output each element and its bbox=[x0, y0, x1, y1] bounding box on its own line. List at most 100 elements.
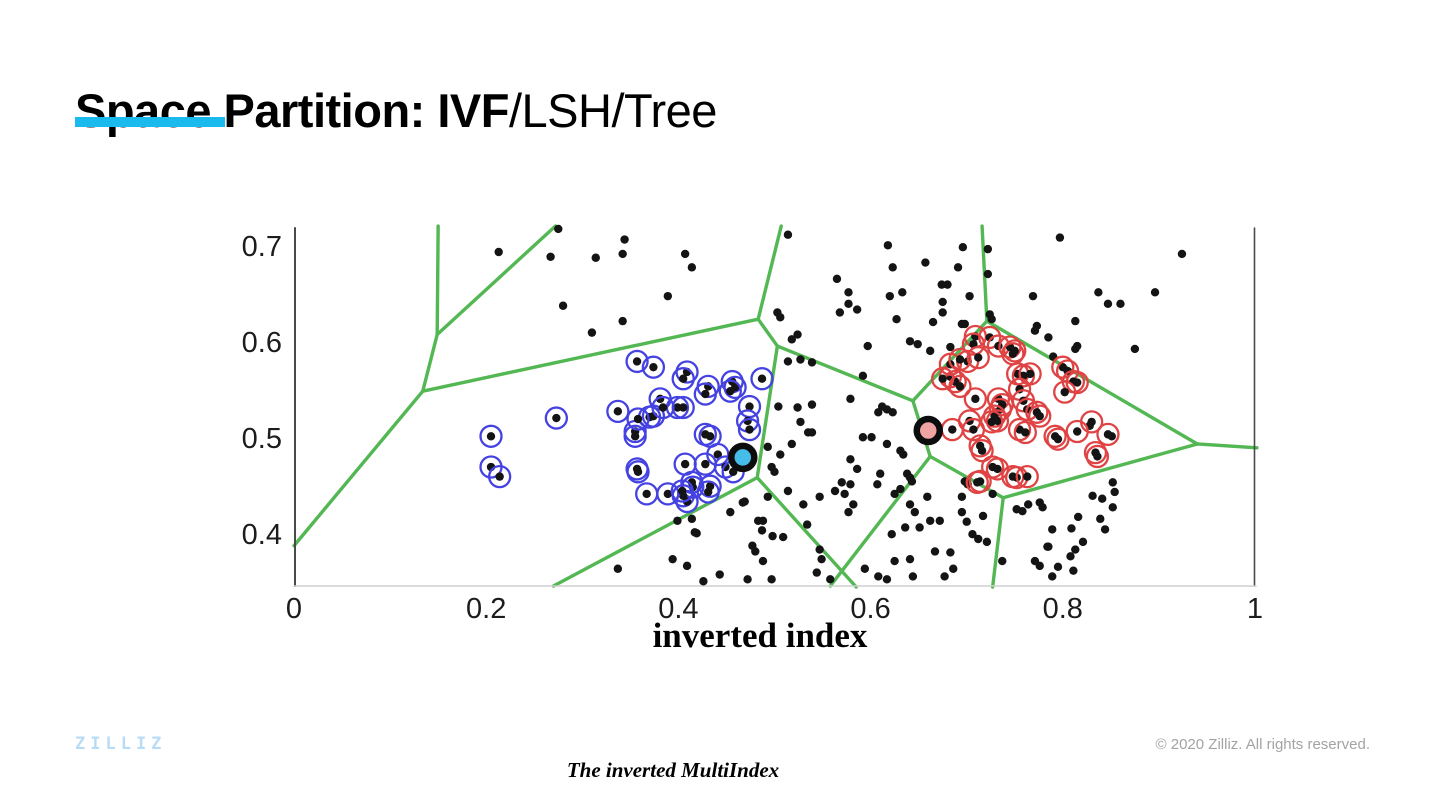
data-point bbox=[1069, 566, 1078, 575]
cluster-b-point bbox=[1060, 387, 1069, 397]
data-point bbox=[885, 291, 895, 301]
x-tick-label: 0.2 bbox=[466, 593, 507, 625]
cluster-a-point bbox=[726, 386, 735, 396]
data-point bbox=[1018, 506, 1027, 516]
cluster-b-ring bbox=[1025, 400, 1049, 424]
voronoi-edge bbox=[990, 496, 1005, 589]
data-point bbox=[873, 480, 882, 489]
figure-caption: The inverted MultiIndex bbox=[566, 758, 780, 782]
data-point bbox=[915, 523, 924, 532]
data-point bbox=[921, 258, 930, 267]
data-point bbox=[778, 532, 788, 542]
data-point bbox=[1044, 333, 1053, 342]
title-accent-bar bbox=[75, 117, 225, 127]
data-point bbox=[757, 526, 767, 535]
data-point bbox=[796, 417, 805, 427]
data-point bbox=[925, 346, 935, 356]
data-point bbox=[844, 288, 853, 297]
data-point bbox=[988, 489, 997, 499]
data-point bbox=[812, 568, 821, 577]
x-tick-label: 0.8 bbox=[1042, 593, 1083, 625]
cluster-a-ring bbox=[625, 349, 649, 374]
cluster-a-point bbox=[713, 450, 723, 459]
data-point bbox=[774, 402, 783, 411]
data-point bbox=[1053, 562, 1063, 572]
data-point bbox=[978, 511, 988, 521]
data-point bbox=[957, 492, 967, 501]
voronoi-edge bbox=[551, 475, 759, 588]
data-point bbox=[835, 308, 845, 317]
cluster-a-point bbox=[703, 487, 713, 497]
y-tick-label: 0.5 bbox=[241, 423, 282, 456]
cluster-a-ring bbox=[626, 460, 650, 484]
centroid-a bbox=[728, 442, 758, 473]
data-point bbox=[953, 263, 963, 272]
data-point bbox=[663, 291, 673, 301]
data-point bbox=[905, 500, 915, 509]
cluster-b-point bbox=[971, 394, 980, 404]
data-point bbox=[908, 572, 918, 581]
data-point bbox=[753, 516, 763, 525]
cluster-a-point bbox=[745, 425, 754, 434]
cluster-b-ring bbox=[1013, 420, 1037, 445]
data-point bbox=[858, 433, 868, 442]
cluster-b-ring bbox=[965, 470, 989, 495]
voronoi-edge bbox=[985, 319, 1200, 446]
cluster-a-point bbox=[633, 414, 643, 424]
voronoi-edge bbox=[292, 389, 425, 548]
cluster-b-point bbox=[1035, 411, 1044, 421]
voronoi-edge bbox=[421, 317, 760, 393]
data-point bbox=[844, 507, 853, 517]
cluster-b-point bbox=[1103, 430, 1113, 439]
cluster-a-point bbox=[745, 402, 754, 411]
data-point bbox=[751, 547, 760, 556]
cluster-a-point bbox=[679, 403, 688, 412]
data-point bbox=[882, 575, 892, 584]
cluster-a-point bbox=[613, 407, 623, 416]
data-point bbox=[767, 575, 776, 584]
data-point bbox=[1028, 291, 1038, 301]
data-point bbox=[1067, 524, 1076, 533]
data-point bbox=[1103, 299, 1113, 309]
data-point bbox=[925, 516, 935, 525]
cluster-a-ring bbox=[737, 417, 762, 442]
voronoi-edge bbox=[421, 332, 439, 393]
x-tick-label: 0 bbox=[285, 593, 303, 625]
data-point bbox=[830, 486, 840, 496]
data-point bbox=[998, 556, 1007, 566]
data-point bbox=[743, 575, 752, 584]
cluster-a-ring bbox=[675, 489, 699, 514]
data-point bbox=[905, 554, 915, 564]
data-point bbox=[1100, 525, 1110, 534]
voronoi-edge bbox=[756, 224, 783, 321]
voronoi-edge bbox=[755, 344, 780, 480]
data-point bbox=[807, 400, 817, 409]
data-point bbox=[846, 480, 855, 489]
data-point bbox=[783, 357, 793, 366]
data-point bbox=[1038, 503, 1047, 512]
data-point bbox=[796, 355, 805, 364]
data-point bbox=[849, 500, 858, 509]
data-point bbox=[1071, 316, 1080, 326]
data-point bbox=[618, 316, 627, 326]
data-point bbox=[968, 530, 977, 539]
data-point bbox=[768, 531, 777, 541]
data-point bbox=[846, 455, 855, 464]
cluster-b-point bbox=[938, 374, 947, 383]
cluster-a-ring bbox=[696, 480, 720, 504]
data-point bbox=[962, 517, 971, 526]
voronoi-edge bbox=[1195, 442, 1259, 450]
cluster-b-point bbox=[1023, 472, 1032, 481]
y-tick-label: 0.4 bbox=[241, 519, 282, 552]
cluster-b-point bbox=[1025, 369, 1035, 379]
data-point bbox=[726, 507, 735, 517]
data-point bbox=[817, 554, 826, 564]
cluster-a-point bbox=[705, 432, 715, 441]
data-point bbox=[837, 478, 846, 487]
data-point bbox=[890, 556, 899, 566]
data-point bbox=[844, 299, 853, 309]
data-point bbox=[874, 572, 883, 581]
data-point bbox=[807, 358, 817, 367]
data-point bbox=[1024, 500, 1033, 509]
data-point bbox=[1071, 545, 1080, 554]
